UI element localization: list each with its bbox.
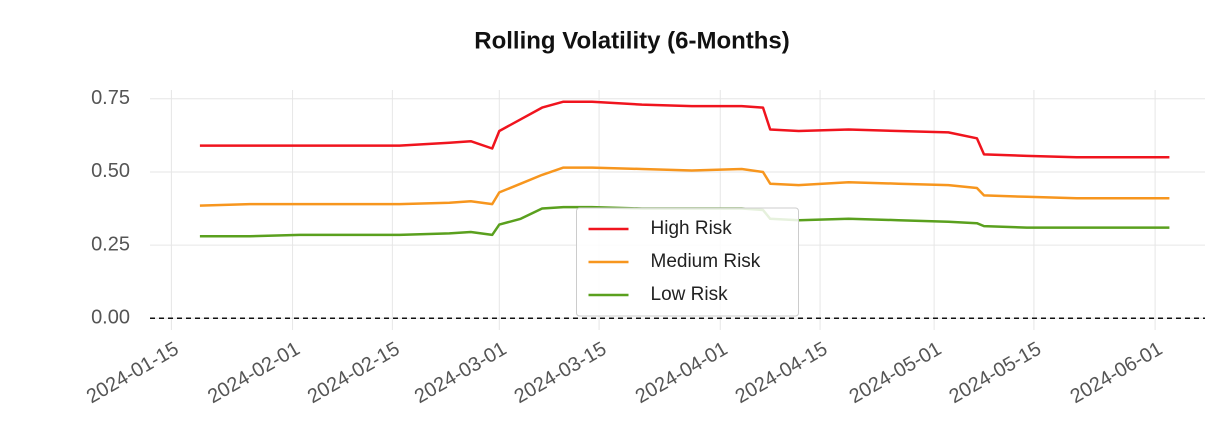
legend-box [576, 207, 799, 317]
x-tick-label: 2024-03-15 [511, 338, 611, 408]
x-tick-label: 2024-05-01 [846, 338, 946, 408]
legend: High Risk Medium Risk Low Risk [576, 207, 799, 317]
x-tick-label: 2024-04-15 [732, 338, 832, 408]
x-tick-label: 2024-05-15 [945, 338, 1045, 408]
legend-label: Low Risk [651, 284, 729, 305]
x-tick-label: 2024-03-01 [411, 338, 511, 408]
y-tick-label: 0.00 [91, 307, 130, 329]
x-tick-label: 2024-02-01 [204, 338, 304, 408]
y-tick-label: 0.25 [91, 233, 130, 255]
x-tick-label: 2024-04-01 [632, 338, 732, 408]
x-tick-label: 2024-06-01 [1067, 338, 1167, 408]
x-tick-label: 2024-01-15 [83, 338, 183, 408]
y-tick-label: 0.75 [91, 87, 130, 109]
series-line [199, 166, 1170, 207]
y-tick-label: 0.50 [91, 160, 130, 182]
series-line [199, 100, 1170, 159]
chart-title: Rolling Volatility (6-Months) [474, 27, 790, 54]
x-tick-label: 2024-02-15 [304, 338, 404, 408]
legend-label: Medium Risk [651, 251, 761, 272]
legend-label: High Risk [651, 218, 733, 239]
